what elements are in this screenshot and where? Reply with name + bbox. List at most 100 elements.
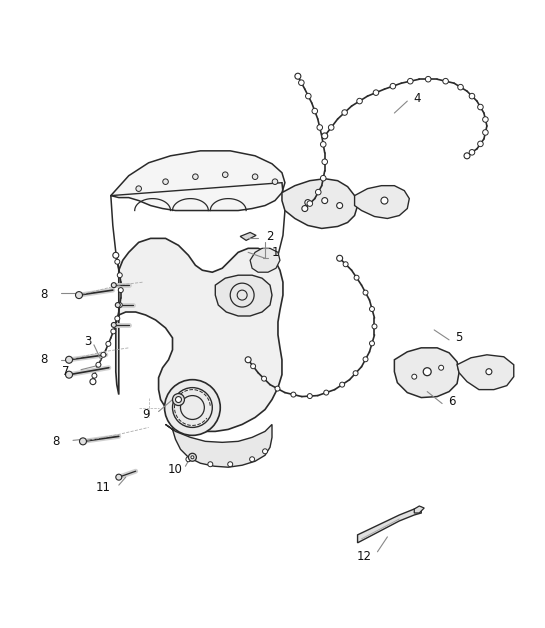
Circle shape <box>175 396 181 403</box>
Circle shape <box>353 371 358 376</box>
Circle shape <box>363 357 368 362</box>
Circle shape <box>299 80 304 85</box>
Circle shape <box>316 189 321 195</box>
Text: 10: 10 <box>168 463 183 475</box>
Circle shape <box>469 149 475 155</box>
Polygon shape <box>166 425 272 467</box>
Circle shape <box>363 290 368 295</box>
Polygon shape <box>395 348 459 398</box>
Circle shape <box>329 125 334 130</box>
Circle shape <box>65 371 72 378</box>
Circle shape <box>426 77 431 82</box>
Circle shape <box>408 78 413 84</box>
Circle shape <box>173 394 184 406</box>
Text: 6: 6 <box>449 395 456 408</box>
Circle shape <box>307 201 313 207</box>
Circle shape <box>191 456 194 459</box>
Circle shape <box>117 303 122 308</box>
Circle shape <box>342 110 347 116</box>
Circle shape <box>118 288 123 293</box>
Circle shape <box>439 365 444 371</box>
Text: 3: 3 <box>84 335 92 349</box>
Circle shape <box>320 175 326 181</box>
Circle shape <box>186 457 191 462</box>
Circle shape <box>412 374 417 379</box>
Circle shape <box>76 291 82 298</box>
Text: 8: 8 <box>40 354 48 366</box>
Circle shape <box>295 73 301 79</box>
Circle shape <box>250 457 255 462</box>
Circle shape <box>302 205 308 212</box>
Circle shape <box>252 174 258 180</box>
Circle shape <box>372 324 377 329</box>
Circle shape <box>443 78 449 84</box>
Circle shape <box>275 386 280 391</box>
Circle shape <box>262 376 267 381</box>
Circle shape <box>136 186 142 192</box>
Circle shape <box>115 259 120 264</box>
Circle shape <box>263 449 268 454</box>
Circle shape <box>163 179 168 185</box>
Circle shape <box>305 200 311 205</box>
Text: 12: 12 <box>357 550 372 563</box>
Circle shape <box>312 108 318 114</box>
Polygon shape <box>116 239 283 431</box>
Text: 4: 4 <box>414 92 421 105</box>
Circle shape <box>101 352 106 357</box>
Circle shape <box>189 453 196 461</box>
Circle shape <box>483 129 488 135</box>
Circle shape <box>370 306 374 311</box>
Circle shape <box>340 382 344 387</box>
Circle shape <box>483 117 488 122</box>
Polygon shape <box>215 275 272 316</box>
Text: 7: 7 <box>62 365 70 378</box>
Circle shape <box>322 159 328 165</box>
Circle shape <box>251 364 256 369</box>
Circle shape <box>92 373 97 378</box>
Text: 11: 11 <box>95 480 111 494</box>
Circle shape <box>96 362 101 367</box>
Circle shape <box>106 342 111 346</box>
Circle shape <box>317 125 323 130</box>
Circle shape <box>111 322 116 327</box>
Circle shape <box>464 153 470 159</box>
Circle shape <box>65 356 72 363</box>
Circle shape <box>80 438 87 445</box>
Polygon shape <box>111 151 285 210</box>
Circle shape <box>291 392 296 397</box>
Circle shape <box>117 273 122 278</box>
Circle shape <box>272 179 278 185</box>
Circle shape <box>111 329 116 334</box>
Circle shape <box>306 94 311 99</box>
Text: 8: 8 <box>40 288 48 301</box>
Circle shape <box>208 462 213 467</box>
Circle shape <box>390 84 396 89</box>
Circle shape <box>165 380 220 435</box>
Text: 1: 1 <box>271 246 278 259</box>
Polygon shape <box>240 232 256 241</box>
Circle shape <box>381 197 388 204</box>
Circle shape <box>320 141 326 147</box>
Polygon shape <box>282 179 358 229</box>
Circle shape <box>322 133 328 139</box>
Polygon shape <box>358 507 421 543</box>
Circle shape <box>245 357 251 363</box>
Circle shape <box>423 368 431 376</box>
Circle shape <box>477 104 483 110</box>
Polygon shape <box>355 186 409 219</box>
Circle shape <box>116 474 122 480</box>
Circle shape <box>111 283 116 288</box>
Text: 5: 5 <box>456 332 463 344</box>
Circle shape <box>370 341 374 346</box>
Circle shape <box>324 390 329 395</box>
Circle shape <box>222 172 228 178</box>
Polygon shape <box>414 506 424 513</box>
Text: 2: 2 <box>267 230 274 243</box>
Circle shape <box>228 462 233 467</box>
Circle shape <box>469 94 475 99</box>
Polygon shape <box>250 248 280 272</box>
Circle shape <box>477 141 483 147</box>
Circle shape <box>192 174 198 180</box>
Circle shape <box>458 84 463 90</box>
Circle shape <box>115 316 120 321</box>
